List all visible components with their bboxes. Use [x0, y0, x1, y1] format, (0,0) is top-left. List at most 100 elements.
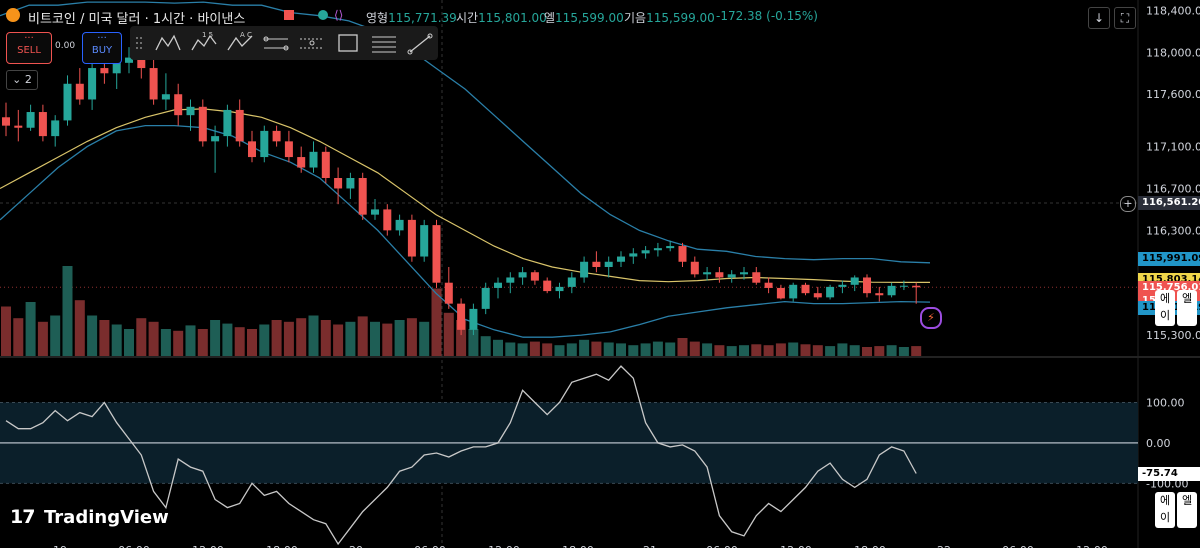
add-alert-plus-icon[interactable]: +: [1120, 196, 1136, 212]
price-tick-label: 117,600.00: [1146, 88, 1200, 101]
candle-body: [444, 282, 453, 304]
candle-body: [309, 151, 318, 168]
candle: [469, 303, 478, 336]
candle-body: [395, 219, 404, 231]
volume-bar: [468, 329, 479, 356]
time-tick-label: 21: [643, 544, 657, 548]
candle: [2, 102, 10, 137]
candle-body: [112, 62, 121, 74]
indicator-collapse-button[interactable]: ⌄ 2: [6, 70, 38, 90]
volume-bar: [173, 330, 184, 356]
volume-bar: [234, 327, 245, 356]
volume-bar: [911, 346, 922, 356]
indicator-count: 2: [24, 73, 32, 86]
candle-body: [912, 285, 921, 288]
download-icon[interactable]: ↓: [1088, 7, 1110, 29]
candle-body: [284, 141, 293, 158]
candle: [887, 282, 896, 298]
candle: [297, 146, 306, 173]
volume-bar: [862, 347, 872, 356]
candle: [653, 242, 662, 257]
bollinger-upper-line: [0, 1, 931, 264]
elliott-wave-icon[interactable]: [154, 30, 182, 56]
candle: [161, 73, 170, 110]
price-tick-label: 118,000.00: [1146, 46, 1200, 59]
volume-bar: [702, 343, 713, 356]
volume-bar: [185, 325, 196, 356]
rectangle-icon[interactable]: [334, 30, 362, 56]
indicator-dots-icon[interactable]: ⟨⟩: [334, 8, 344, 22]
side-button-a-top[interactable]: 에이: [1155, 290, 1175, 326]
candle-body: [272, 130, 281, 142]
candle-body: [383, 209, 392, 231]
candle-body: [75, 83, 84, 100]
candle: [617, 251, 625, 267]
volume-bar: [812, 345, 823, 356]
side-button-b-top[interactable]: 엘: [1177, 290, 1197, 326]
drag-handle-icon[interactable]: [134, 30, 144, 56]
candle: [543, 277, 552, 294]
candle-body: [371, 209, 379, 215]
pattern-abc-icon[interactable]: A C: [226, 30, 254, 56]
volume-bar: [25, 302, 36, 356]
candle: [875, 286, 884, 302]
volume-bar: [136, 318, 147, 356]
candle-body: [407, 219, 416, 257]
candle: [703, 267, 712, 281]
trend-line-icon[interactable]: [406, 30, 434, 56]
volume-bar: [652, 341, 663, 356]
sell-button[interactable]: ··· SELL: [6, 32, 52, 64]
volume-bar: [554, 345, 565, 356]
candle: [678, 242, 687, 267]
price-tick-label: 118,400.00: [1146, 4, 1200, 17]
symbol-title[interactable]: 비트코인 / 미국 달러 · 1시간 · 바이낸스: [28, 12, 246, 27]
flag-icon[interactable]: [284, 10, 294, 20]
flash-icon[interactable]: ⚡: [920, 307, 942, 329]
candle: [284, 130, 293, 163]
candle: [346, 172, 355, 199]
market-status-icon: [318, 10, 328, 20]
sell-dots: ···: [24, 33, 34, 44]
cci-tick-label: 0.00: [1146, 437, 1171, 450]
date-range-icon[interactable]: [298, 30, 326, 56]
volume-bar: [874, 346, 885, 356]
candle: [371, 198, 379, 220]
sell-label: SELL: [17, 45, 41, 56]
fib-retracement-icon[interactable]: [370, 30, 398, 56]
candle-body: [211, 136, 220, 142]
pattern-12345-icon[interactable]: 1 5: [190, 30, 218, 56]
cci-last-value-badge: -75.74: [1138, 467, 1200, 481]
candle: [567, 272, 576, 294]
drawing-toolbar: 1 5 A C: [130, 26, 438, 60]
volume-bar: [825, 346, 836, 356]
fullscreen-icon[interactable]: ⛶: [1114, 7, 1136, 29]
volume-bar: [677, 338, 688, 356]
side-button-a-bottom[interactable]: 에이: [1155, 492, 1175, 528]
volume-bar: [739, 345, 749, 356]
candle: [494, 277, 502, 299]
candle: [592, 251, 601, 273]
buy-button[interactable]: ··· BUY: [82, 32, 122, 64]
candle-body: [530, 272, 539, 281]
candle-body: [346, 178, 355, 189]
volume-bar: [493, 339, 503, 356]
candle-body: [543, 280, 552, 292]
parallel-channel-icon[interactable]: [262, 30, 290, 56]
candle-body: [567, 277, 576, 287]
ohlc-close: 기음115,599.00: [624, 11, 715, 25]
candle: [63, 75, 72, 126]
volume-bar: [382, 323, 393, 356]
time-tick-label: 20: [349, 544, 363, 548]
candle: [727, 270, 736, 283]
candle-body: [518, 272, 527, 278]
candle-body: [235, 109, 244, 142]
volume-bar: [579, 339, 590, 356]
candle: [235, 99, 244, 147]
side-button-b-bottom[interactable]: 엘: [1177, 492, 1197, 528]
candle-body: [186, 106, 195, 116]
candle-body: [740, 272, 748, 275]
candle: [395, 214, 404, 236]
candle-body: [321, 151, 330, 178]
time-tick-label: 12:00: [488, 544, 520, 548]
